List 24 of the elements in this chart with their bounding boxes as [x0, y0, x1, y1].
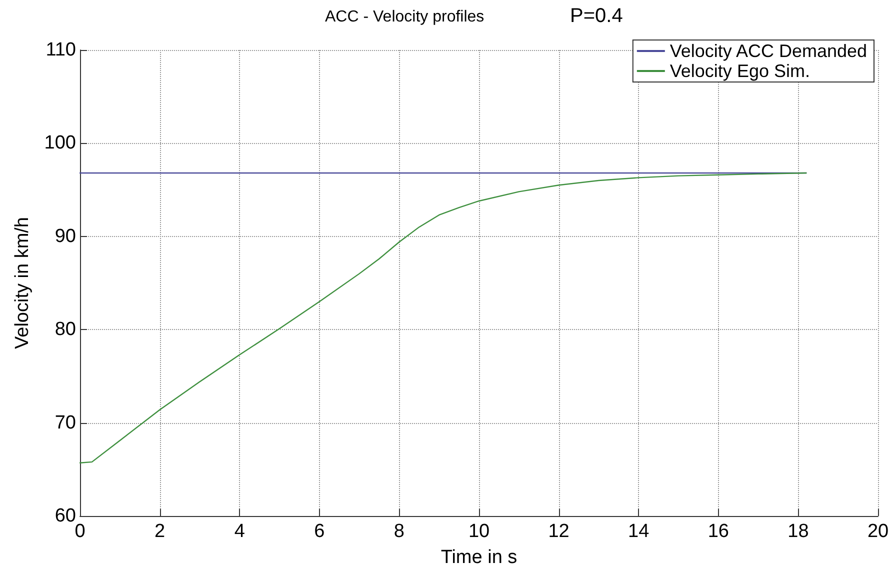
y-tick-label: 90	[54, 226, 76, 247]
x-tick-label: 20	[867, 521, 889, 542]
y-axis-title: Velocity in km/h	[12, 217, 33, 349]
y-tick-label: 70	[54, 412, 76, 434]
y-tick-label: 80	[54, 319, 76, 340]
x-tick-label: 18	[788, 521, 809, 542]
x-tick-label: 12	[548, 521, 570, 542]
x-tick-label: 0	[74, 521, 86, 542]
legend-label: Velocity Ego Sim.	[670, 61, 810, 81]
chart-subtitle: P=0.4	[570, 5, 623, 27]
x-tick-label: 14	[628, 521, 650, 542]
line-series	[79, 172, 807, 464]
y-tick-label: 110	[46, 40, 76, 60]
x-tick-label: 6	[314, 521, 325, 542]
x-tick-label: 4	[234, 521, 246, 542]
x-tick-label: 2	[154, 521, 166, 542]
x-tick-label: 16	[708, 521, 729, 542]
x-axis-title: Time in s	[440, 547, 518, 568]
y-tick-label: 60	[54, 506, 76, 526]
x-tick-label: 10	[468, 521, 490, 542]
y-tick-label: 100	[44, 132, 76, 154]
chart-title: ACC - Velocity profiles	[325, 8, 484, 26]
x-tick-label: 8	[394, 521, 404, 542]
legend-label: Velocity ACC Demanded	[670, 41, 868, 61]
